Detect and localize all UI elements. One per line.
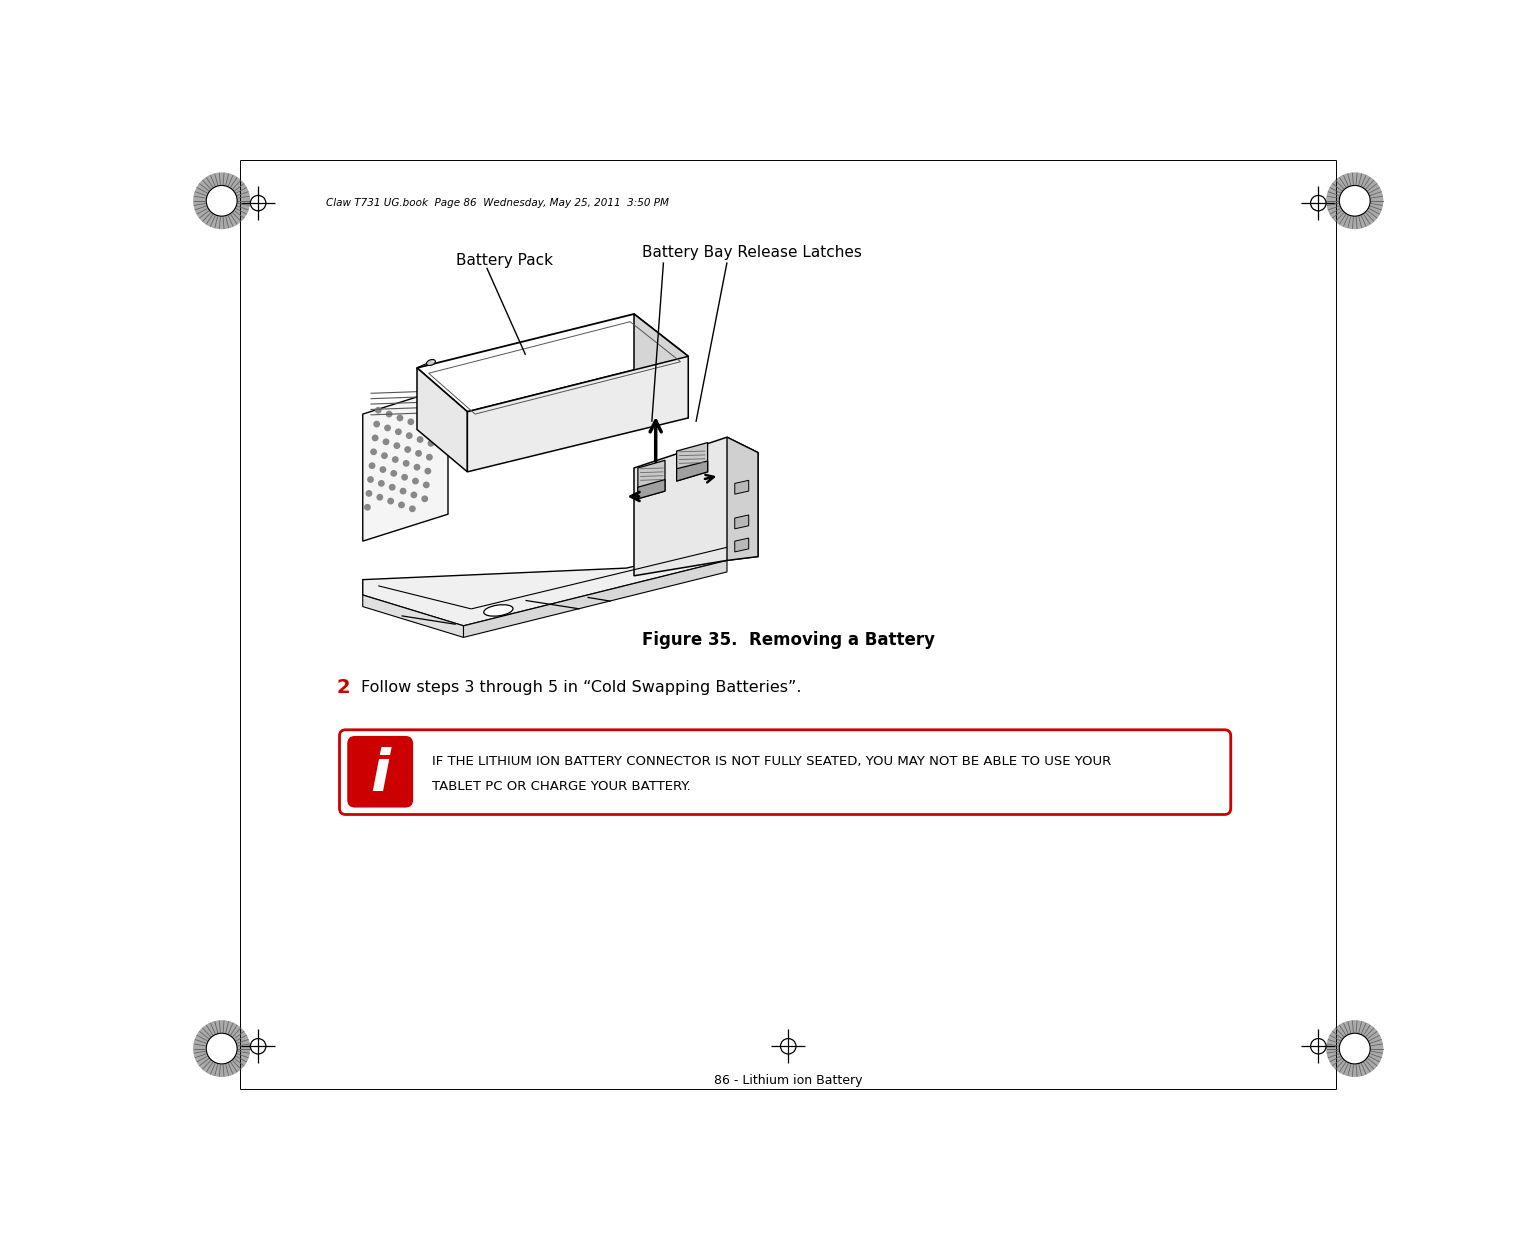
Circle shape — [409, 506, 415, 511]
Circle shape — [415, 450, 421, 456]
Circle shape — [404, 447, 411, 453]
Circle shape — [366, 491, 372, 496]
Circle shape — [426, 454, 432, 460]
Text: 2: 2 — [337, 678, 351, 696]
Ellipse shape — [484, 605, 514, 616]
Text: IF THE LITHIUM ION BATTERY CONNECTOR IS NOT FULLY SEATED, YOU MAY NOT BE ABLE TO: IF THE LITHIUM ION BATTERY CONNECTOR IS … — [432, 755, 1112, 768]
Circle shape — [392, 456, 398, 463]
Polygon shape — [677, 443, 707, 481]
Circle shape — [429, 427, 435, 432]
Circle shape — [375, 407, 381, 413]
Circle shape — [398, 502, 404, 507]
Text: Battery Bay Release Latches: Battery Bay Release Latches — [641, 245, 861, 260]
Polygon shape — [677, 461, 707, 481]
Circle shape — [368, 476, 374, 482]
Circle shape — [1327, 1021, 1383, 1076]
Text: Claw T731 UG.book  Page 86  Wednesday, May 25, 2011  3:50 PM: Claw T731 UG.book Page 86 Wednesday, May… — [326, 198, 669, 208]
Ellipse shape — [426, 360, 435, 365]
Polygon shape — [638, 460, 664, 499]
Circle shape — [428, 440, 434, 447]
Circle shape — [408, 419, 414, 424]
Circle shape — [406, 433, 412, 438]
Circle shape — [371, 449, 377, 454]
Circle shape — [414, 465, 420, 470]
Circle shape — [374, 422, 380, 427]
Circle shape — [1340, 1033, 1370, 1064]
Circle shape — [206, 186, 237, 216]
Circle shape — [394, 443, 400, 448]
FancyBboxPatch shape — [340, 730, 1230, 814]
Circle shape — [365, 505, 371, 510]
Text: 86 - Lithium ion Battery: 86 - Lithium ion Battery — [714, 1074, 863, 1086]
Polygon shape — [634, 437, 758, 575]
Text: i: i — [371, 747, 391, 804]
Polygon shape — [735, 480, 749, 494]
Circle shape — [377, 495, 383, 500]
Circle shape — [384, 426, 391, 430]
Circle shape — [411, 492, 417, 497]
Circle shape — [1340, 186, 1370, 216]
Polygon shape — [468, 356, 687, 471]
Circle shape — [397, 416, 403, 421]
Circle shape — [417, 437, 423, 442]
Circle shape — [423, 482, 429, 487]
Polygon shape — [363, 595, 463, 637]
Circle shape — [383, 439, 389, 444]
Circle shape — [369, 463, 375, 469]
Text: Figure 35.  Removing a Battery: Figure 35. Removing a Battery — [641, 631, 935, 648]
Circle shape — [395, 429, 401, 434]
Circle shape — [1327, 173, 1383, 229]
Circle shape — [381, 453, 388, 459]
Circle shape — [400, 489, 406, 494]
Polygon shape — [363, 387, 448, 541]
Circle shape — [386, 412, 392, 417]
Polygon shape — [735, 538, 749, 552]
Polygon shape — [638, 480, 664, 499]
Circle shape — [380, 466, 386, 473]
Polygon shape — [463, 560, 727, 637]
Circle shape — [372, 435, 378, 440]
FancyBboxPatch shape — [348, 736, 414, 808]
Circle shape — [391, 471, 397, 476]
Circle shape — [424, 469, 431, 474]
Circle shape — [194, 1021, 249, 1076]
Circle shape — [194, 173, 249, 229]
Text: Follow steps 3 through 5 in “Cold Swapping Batteries”.: Follow steps 3 through 5 in “Cold Swappi… — [361, 680, 801, 695]
Circle shape — [401, 475, 408, 480]
Circle shape — [403, 460, 409, 466]
Polygon shape — [727, 437, 758, 560]
Circle shape — [389, 485, 395, 490]
Circle shape — [412, 479, 418, 484]
Circle shape — [206, 1033, 237, 1064]
Circle shape — [421, 496, 428, 501]
Text: Battery Pack: Battery Pack — [455, 252, 552, 267]
Circle shape — [378, 481, 384, 486]
Text: TABLET PC OR CHARGE YOUR BATTERY.: TABLET PC OR CHARGE YOUR BATTERY. — [432, 779, 691, 793]
Polygon shape — [417, 367, 468, 471]
Polygon shape — [634, 314, 687, 418]
Circle shape — [388, 499, 394, 503]
Polygon shape — [363, 546, 727, 626]
Circle shape — [418, 423, 424, 428]
Polygon shape — [735, 515, 749, 529]
Polygon shape — [417, 314, 687, 412]
